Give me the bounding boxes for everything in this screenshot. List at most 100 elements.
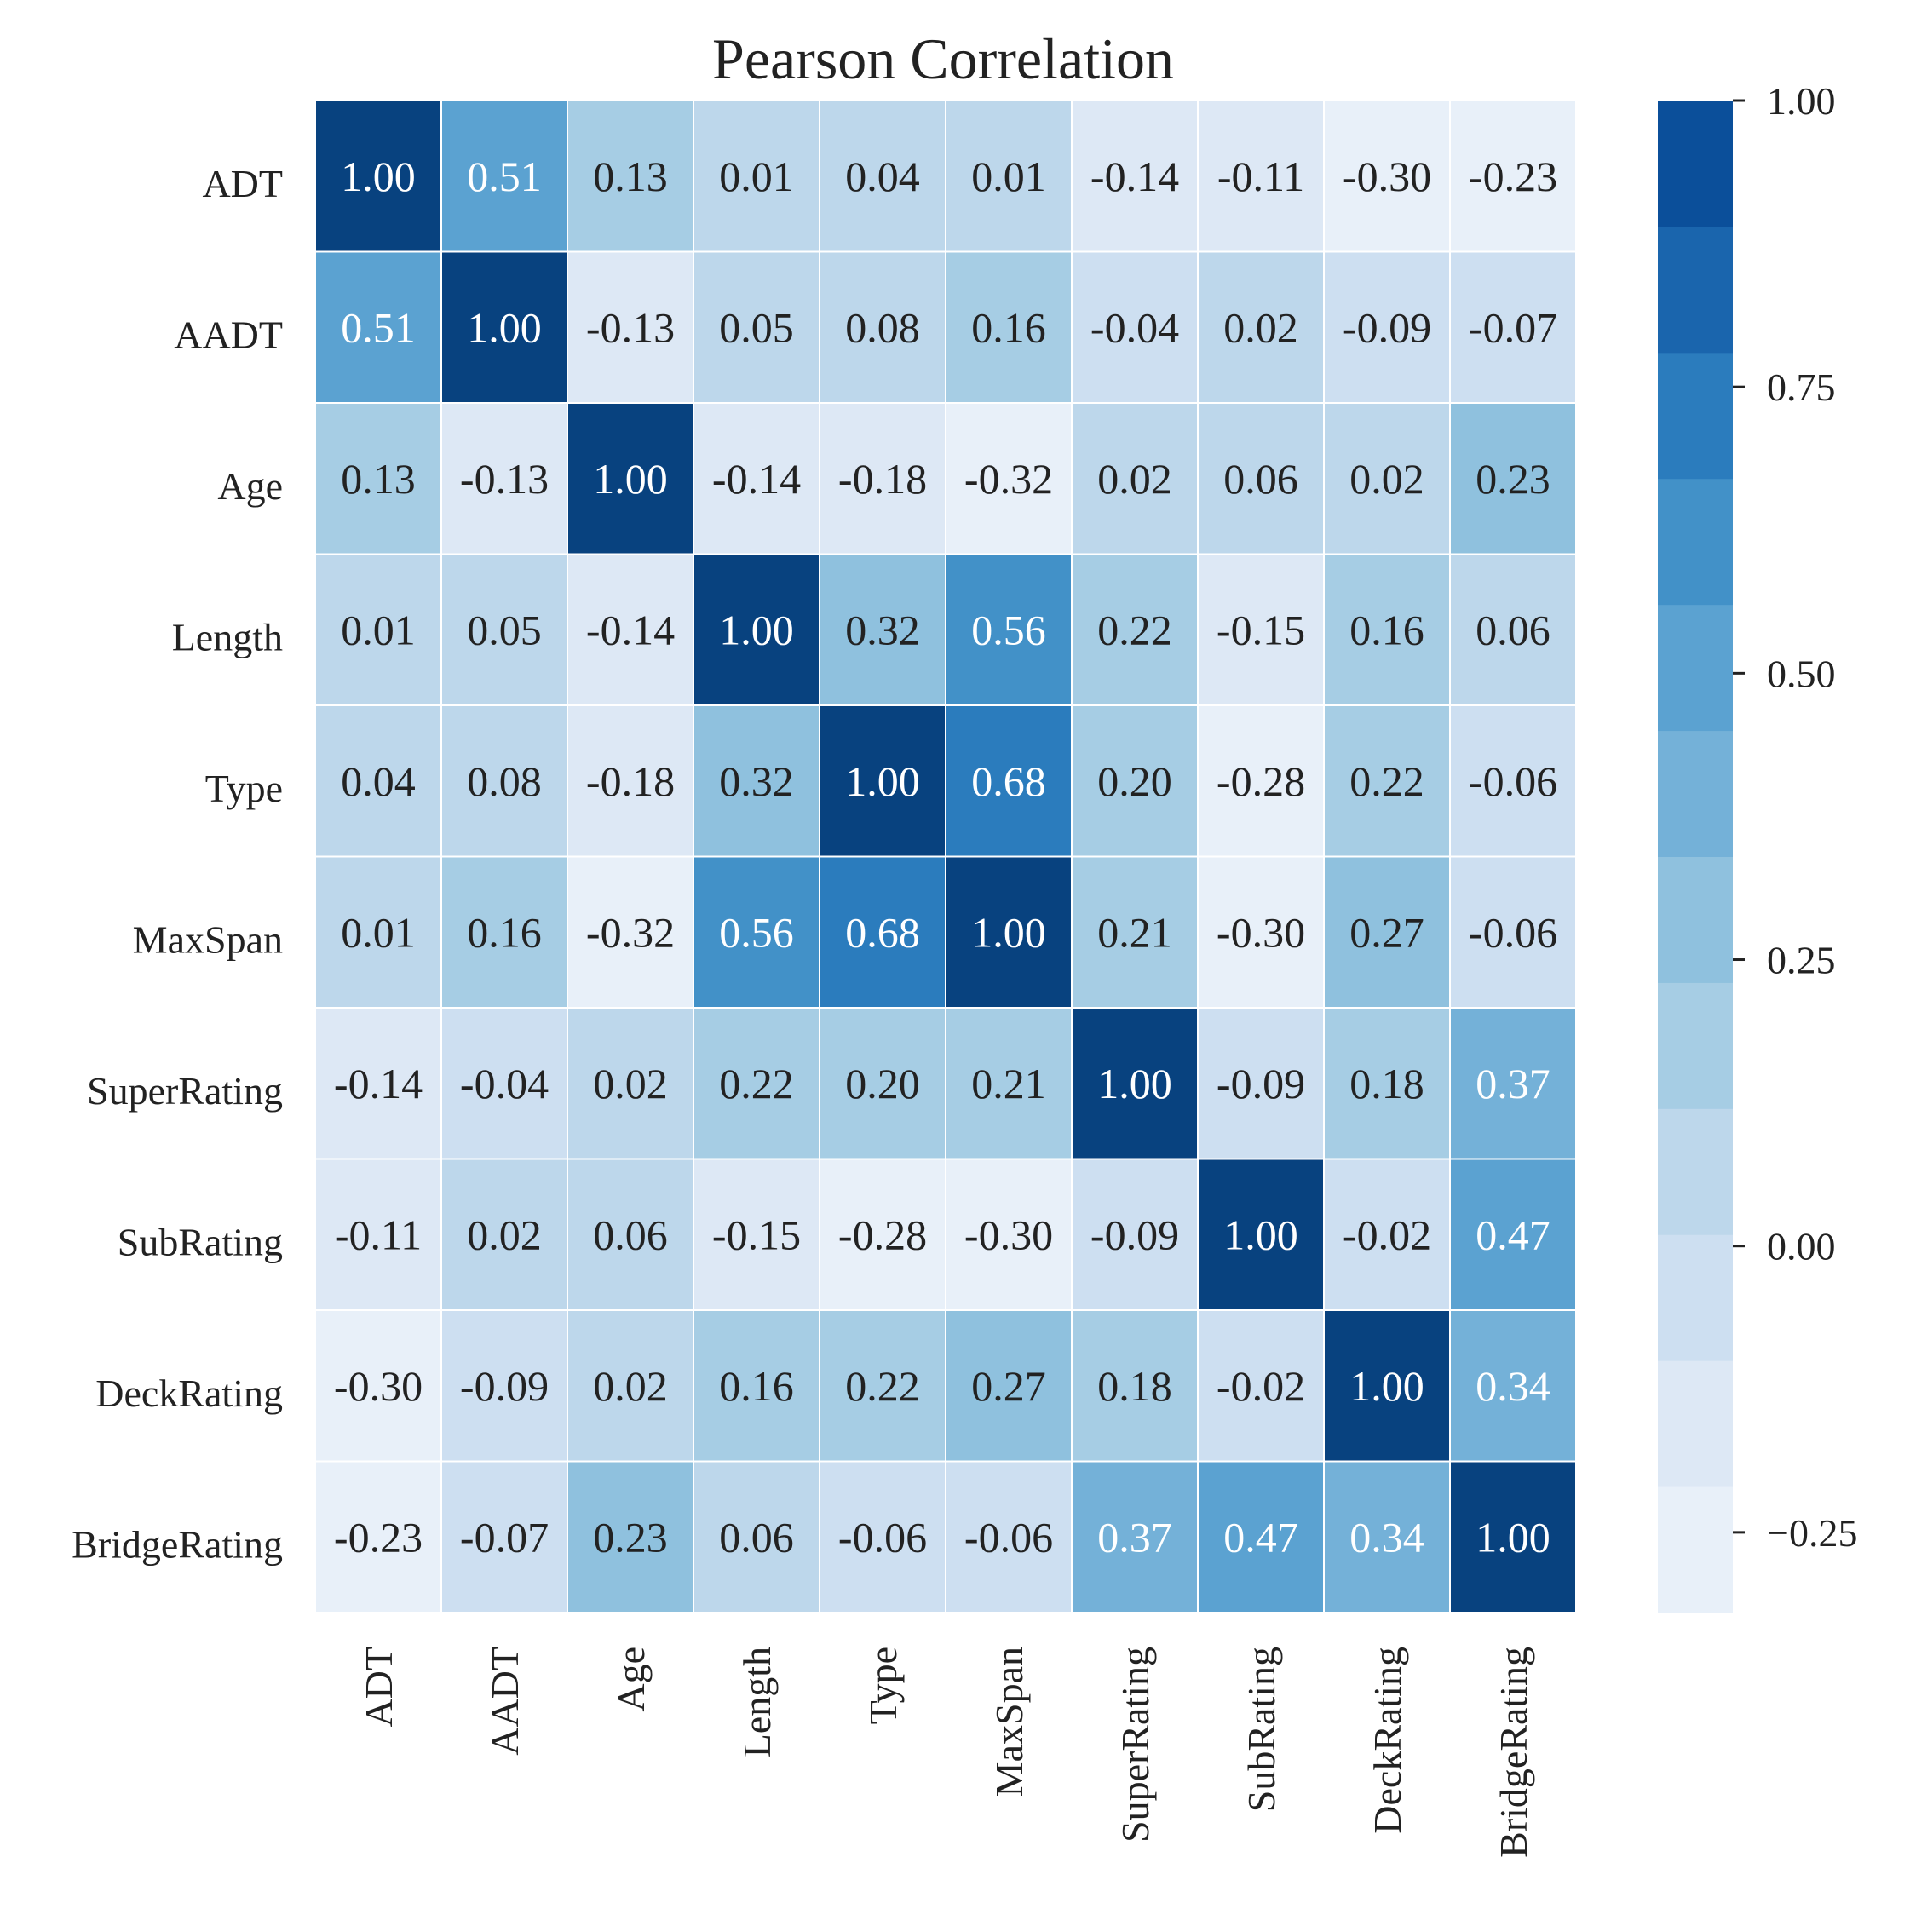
cell-value-label: 0.13 [341,455,416,503]
cell-value-label: 0.16 [1349,606,1424,653]
colorbar-segment [1658,1108,1733,1235]
cell-value-label: -0.14 [1090,152,1179,200]
heatmap-cell [1449,1460,1577,1613]
cell-value-label: 0.16 [719,1362,794,1410]
heatmap-cell [945,855,1073,1009]
cell-value-label: 0.06 [719,1513,794,1561]
column-label: Length [735,1647,779,1757]
heatmap-cell [1449,100,1577,253]
heatmap-cell [693,100,820,253]
heatmap-cell [693,1309,820,1463]
cell-value-label: 0.23 [593,1513,668,1561]
heatmap-cell [567,1158,694,1311]
heatmap-cell [1071,250,1199,404]
cell-value-label: 0.18 [1349,1060,1424,1107]
cell-value-label: 0.05 [467,606,542,653]
cell-value-label: -0.32 [586,908,675,956]
cell-value-label: -0.15 [1217,606,1305,653]
heatmap-cell [314,1460,442,1613]
cell-value-label: -0.07 [460,1513,549,1561]
cell-value-label: -0.30 [1343,152,1431,200]
cell-value-label: -0.23 [1469,152,1557,200]
cell-value-label: -0.09 [1343,303,1431,351]
row-label: AADT [174,313,283,356]
cell-value-label: 0.22 [1097,606,1172,653]
cell-value-label: 1.00 [1476,1513,1550,1561]
cell-value-label: 0.06 [593,1210,668,1258]
cell-value-label: 0.32 [845,606,920,653]
heatmap-cell [945,704,1073,858]
heatmap-cell [1323,250,1451,404]
heatmap-cell [945,1158,1073,1311]
cell-value-label: 0.01 [341,606,416,653]
cell-value-label: 0.23 [1476,455,1550,503]
colorbar-segment [1658,226,1733,354]
cell-value-label: -0.06 [838,1513,927,1561]
cell-value-label: -0.09 [460,1362,549,1410]
colorbar-tick-label: 0.50 [1767,652,1836,695]
colorbar-tick-label: 0.00 [1767,1225,1836,1268]
cell-value-label: 1.00 [1097,1060,1172,1107]
cell-value-label: -0.02 [1217,1362,1305,1410]
cell-value-label: -0.28 [1217,757,1305,805]
colorbar: 1.00 0.75 0.50 0.25 0.00 −0.25 [1658,79,1857,1613]
heatmap-cell [440,100,568,253]
cell-value-label: 0.01 [971,152,1046,200]
row-label: BridgeRating [72,1522,283,1566]
heatmap-cell [1197,1460,1325,1613]
column-label: AADT [483,1647,526,1756]
heatmap-cell [1323,1309,1451,1463]
heatmap-cell [567,704,694,858]
column-label: SubRating [1240,1647,1283,1812]
chart-title: Pearson Correlation [712,26,1174,91]
cell-value-label: -0.09 [1217,1060,1305,1107]
cell-value-label: -0.30 [334,1362,423,1410]
column-label: Age [609,1647,653,1712]
cell-value-label: 1.00 [341,152,416,200]
heatmap-cell [567,100,694,253]
heatmap-cell [314,1007,442,1160]
heatmap-cell [819,100,946,253]
row-labels: ADT AADT Age Length Type MaxSpan SuperRating Su… [72,162,283,1567]
cell-value-label: -0.30 [964,1210,1053,1258]
heatmap-cell [1449,704,1577,858]
heatmap-cell [1449,1158,1577,1311]
heatmap-cell [314,402,442,555]
cell-value-label: -0.32 [964,455,1053,503]
heatmap-cell [314,100,442,253]
heatmap-cell [693,1007,820,1160]
heatmap-cell [693,250,820,404]
heatmap-cell [945,1007,1073,1160]
colorbar-segment [1658,604,1733,732]
row-label: SuperRating [87,1069,283,1113]
cell-value-label: 0.37 [1476,1060,1550,1107]
heatmap-cell [440,402,568,555]
heatmap-cell [1323,1158,1451,1311]
cell-value-label: 1.00 [1349,1362,1424,1410]
cell-value-label: -0.11 [1217,152,1304,200]
cell-value-label: 0.05 [719,303,794,351]
heatmap-cell [1197,704,1325,858]
heatmap-cell [819,704,946,858]
heatmap-cell [1071,1309,1199,1463]
heatmap-cell [945,100,1073,253]
heatmap-cell [440,1460,568,1613]
heatmap-cell [819,1158,946,1311]
column-labels: ADT AADT Age Length Type MaxSpan SuperRating Su… [357,1647,1535,1858]
cell-value-label: 0.22 [719,1060,794,1107]
cell-value-label: 0.01 [719,152,794,200]
heatmap-cell [693,855,820,1009]
cell-value-label: 0.18 [1097,1362,1172,1410]
colorbar-segment [1658,730,1733,857]
heatmap-cell [1197,1007,1325,1160]
cell-value-label: 0.13 [593,152,668,200]
heatmap-cell [819,1460,946,1613]
cell-value-label: 0.04 [845,152,920,200]
cell-value-label: 0.51 [467,152,542,200]
cell-value-label: 1.00 [467,303,542,351]
cell-value-label: 0.02 [593,1362,668,1410]
heatmap-cell [1197,1309,1325,1463]
heatmap-cell [440,1158,568,1311]
heatmap-cell [1449,553,1577,706]
